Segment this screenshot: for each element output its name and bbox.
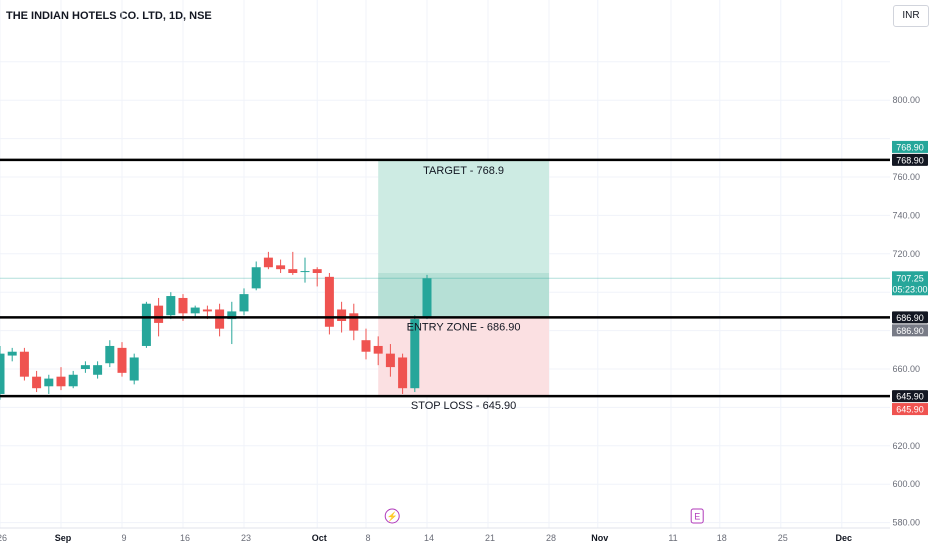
candle-up [7, 351, 17, 356]
profit-fill-zone [378, 273, 549, 318]
x-tick-label: 21 [485, 533, 495, 543]
candle-down [202, 309, 212, 312]
earnings-icon[interactable] [690, 508, 704, 524]
level-label: ENTRY ZONE - 686.90 [407, 321, 521, 333]
currency-button[interactable]: INR [893, 5, 929, 27]
countdown-text: 05:23:00 [892, 284, 927, 294]
x-tick-label: 8 [365, 533, 370, 543]
x-tick-label: 25 [778, 533, 788, 543]
candle-down [32, 376, 42, 389]
candle-up [141, 303, 151, 346]
level-price-tag-text: 645.90 [896, 392, 924, 402]
candle-down [337, 309, 347, 321]
candle-up [0, 353, 5, 394]
candle-down [398, 357, 408, 389]
candle-up [68, 374, 78, 387]
candle-up [251, 267, 261, 289]
x-tick-label: 14 [424, 533, 434, 543]
y-tick-label: 800.00 [892, 95, 920, 105]
candle-up [227, 311, 237, 320]
stop-price-tag-text: 645.90 [896, 405, 924, 415]
x-tick-label: 28 [546, 533, 556, 543]
x-tick-label: 16 [180, 533, 190, 543]
candles [0, 251, 432, 400]
level-price-tag-text: 686.90 [896, 313, 924, 323]
price-axis[interactable]: 560.00580.00600.00620.00640.00660.00720.… [892, 95, 928, 550]
chart-title: THE INDIAN HOTELS CO. LTD, 1D, NSE [6, 10, 212, 22]
candle-up [105, 345, 115, 364]
candle-down [178, 297, 188, 314]
candle-down [361, 340, 371, 352]
last-price-tag[interactable] [892, 271, 928, 296]
event-markers[interactable]: ⚡ E [384, 508, 704, 524]
x-tick-label: 23 [241, 533, 251, 543]
candle-down [385, 353, 395, 368]
candle-up [422, 278, 432, 318]
candle-down [56, 376, 66, 387]
candle-up [44, 378, 54, 387]
target-price-tag-text: 768.90 [896, 142, 924, 152]
y-tick-label: 740.00 [892, 210, 920, 220]
candle-down [373, 345, 383, 354]
level-label: TARGET - 768.9 [423, 165, 504, 177]
candle-up [93, 365, 103, 375]
y-tick-label: 720.00 [892, 249, 920, 259]
entry-price-tag[interactable] [892, 324, 928, 337]
level-price-tag[interactable] [892, 390, 928, 403]
candle-down [19, 351, 29, 377]
level-price-tag[interactable] [892, 153, 928, 166]
x-tick-label: 11 [668, 533, 677, 543]
candle-down [117, 347, 127, 373]
entry-price-tag-text: 686.90 [896, 326, 924, 336]
stop-price-tag[interactable] [892, 403, 928, 416]
x-tick-label: 9 [121, 533, 126, 543]
candle-up [80, 365, 90, 369]
candle-up [190, 307, 200, 314]
event-glyph: ⚡ [387, 511, 398, 523]
level-price-tag-text: 768.90 [896, 155, 924, 165]
x-tick-label: Sep [55, 533, 72, 543]
candle-down [215, 309, 225, 329]
x-tick-label: Nov [591, 533, 608, 543]
y-tick-label: 620.00 [892, 441, 920, 451]
candle-up [239, 294, 249, 312]
y-tick-label: 600.00 [892, 479, 920, 489]
candle-down [154, 305, 164, 323]
dividend-icon[interactable] [384, 508, 400, 524]
x-tick-label: 26 [0, 533, 7, 543]
position-zones [0, 159, 890, 397]
candle-up [300, 271, 310, 273]
candle-down [349, 313, 359, 331]
candle-up [166, 296, 176, 316]
candle-up [129, 357, 139, 381]
time-axis[interactable]: 26 Sep 9 16 23 Oct 8 14 21 28 Nov 11 18 25 Dec [0, 527, 890, 543]
level-label: STOP LOSS - 645.90 [411, 400, 516, 412]
level-price-tag[interactable] [892, 311, 928, 324]
candle-down [324, 276, 334, 327]
last-price-tag-text: 707.25 [896, 273, 924, 283]
candle-down [276, 265, 286, 270]
candle-down [263, 257, 273, 268]
x-tick-label: Oct [312, 533, 327, 543]
level-lines[interactable]: TARGET - 768.9 768.90 ENTRY ZONE - 686.90 6… [0, 153, 928, 412]
candle-up [410, 319, 420, 389]
y-tick-label: 660.00 [892, 364, 920, 374]
y-tick-label: 580.00 [892, 518, 920, 528]
x-tick-label: Dec [836, 533, 853, 543]
event-glyph: E [694, 512, 700, 522]
candle-down [288, 269, 298, 273]
candle-down [312, 269, 322, 273]
y-tick-label: 760.00 [892, 172, 920, 182]
target-price-tag[interactable] [892, 140, 928, 153]
x-tick-label: 18 [717, 533, 727, 543]
